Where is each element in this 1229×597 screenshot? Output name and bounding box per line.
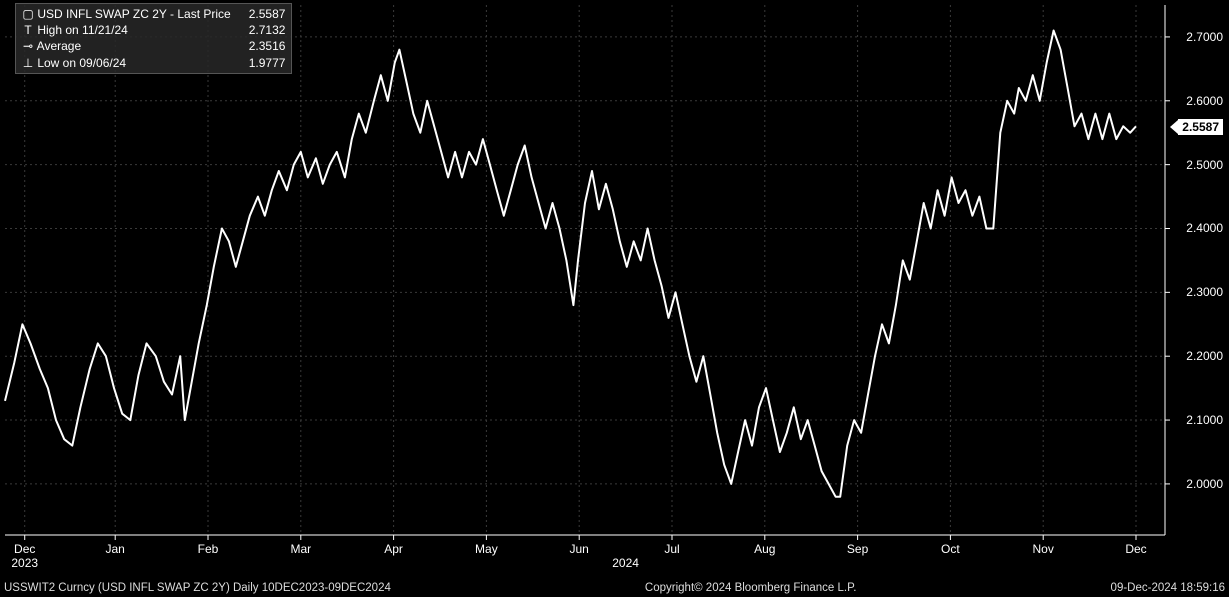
- y-tick-label: 2.6000: [1186, 94, 1223, 108]
- y-tick-label: 2.0000: [1186, 477, 1223, 491]
- x-tick-label: Sep: [847, 542, 868, 556]
- x-tick-label: Jun: [570, 542, 589, 556]
- legend-value: 2.5587: [249, 6, 286, 22]
- x-tick-label: Nov: [1033, 542, 1054, 556]
- x-tick-label: Jan: [106, 542, 125, 556]
- legend-label: ▢ USD INFL SWAP ZC 2Y - Last Price: [22, 6, 231, 22]
- last-price-flag: 2.5587: [1178, 119, 1223, 135]
- x-tick-label: Aug: [754, 542, 775, 556]
- legend-box: ▢ USD INFL SWAP ZC 2Y - Last Price 2.5587…: [15, 3, 292, 74]
- legend-value: 2.7132: [249, 22, 286, 38]
- legend-row: T High on 11/21/24 2.7132: [22, 22, 285, 38]
- y-tick-label: 2.4000: [1186, 221, 1223, 235]
- y-tick-label: 2.5000: [1186, 158, 1223, 172]
- x-year-label: 2023: [11, 556, 38, 570]
- legend-label: ⊥ Low on 09/06/24: [22, 55, 126, 71]
- legend-value: 1.9777: [249, 55, 286, 71]
- x-tick-label: Apr: [384, 542, 403, 556]
- footer-timestamp: 09-Dec-2024 18:59:16: [1111, 582, 1225, 594]
- x-tick-label: Oct: [941, 542, 960, 556]
- x-tick-label: May: [475, 542, 498, 556]
- plot-area[interactable]: [0, 0, 1170, 540]
- y-tick-label: 2.1000: [1186, 413, 1223, 427]
- footer-copyright: Copyright© 2024 Bloomberg Finance L.P.: [391, 582, 1111, 594]
- x-year-label: 2024: [612, 556, 639, 570]
- axes: [0, 0, 1170, 540]
- legend-row: ▢ USD INFL SWAP ZC 2Y - Last Price 2.5587: [22, 6, 285, 22]
- x-tick-label: Mar: [290, 542, 311, 556]
- last-price-value: 2.5587: [1182, 120, 1219, 134]
- legend-value: 2.3516: [249, 38, 286, 54]
- legend-label: ⊸ Average: [22, 38, 81, 54]
- x-tick-label: Feb: [198, 542, 219, 556]
- footer-ticker: USSWIT2 Curncy (USD INFL SWAP ZC 2Y) Dai…: [4, 582, 391, 594]
- footer: USSWIT2 Curncy (USD INFL SWAP ZC 2Y) Dai…: [0, 579, 1229, 597]
- y-tick-label: 2.2000: [1186, 349, 1223, 363]
- x-tick-label: Dec: [1125, 542, 1146, 556]
- legend-row: ⊥ Low on 09/06/24 1.9777: [22, 55, 285, 71]
- y-tick-label: 2.3000: [1186, 285, 1223, 299]
- legend-row: ⊸ Average 2.3516: [22, 38, 285, 54]
- chart-container: ▢ USD INFL SWAP ZC 2Y - Last Price 2.5587…: [0, 0, 1229, 597]
- legend-label: T High on 11/21/24: [22, 22, 128, 38]
- x-tick-label: Dec: [14, 542, 35, 556]
- x-tick-label: Jul: [664, 542, 679, 556]
- y-tick-label: 2.7000: [1186, 30, 1223, 44]
